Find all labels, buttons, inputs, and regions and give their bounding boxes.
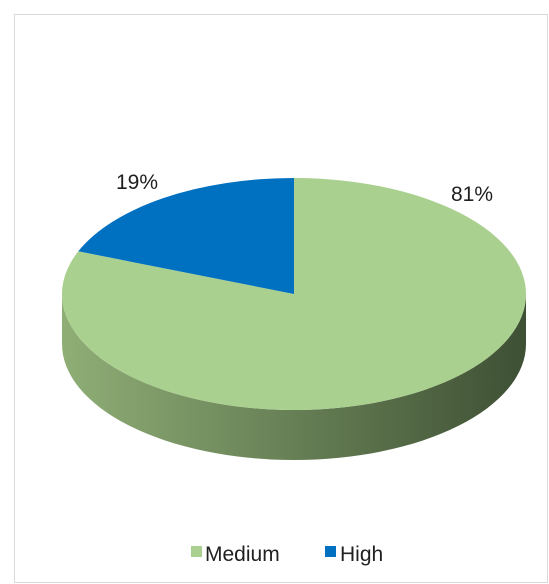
legend-swatch-medium: [191, 546, 202, 557]
data-label-medium: 81%: [451, 183, 493, 206]
legend-label-medium: Medium: [205, 543, 280, 566]
pie-slice-high: [78, 178, 294, 294]
legend-swatch-high: [325, 546, 336, 557]
legend-label-high: High: [340, 543, 383, 566]
data-label-high: 19%: [116, 171, 158, 194]
pie-side-medium: [62, 294, 526, 460]
